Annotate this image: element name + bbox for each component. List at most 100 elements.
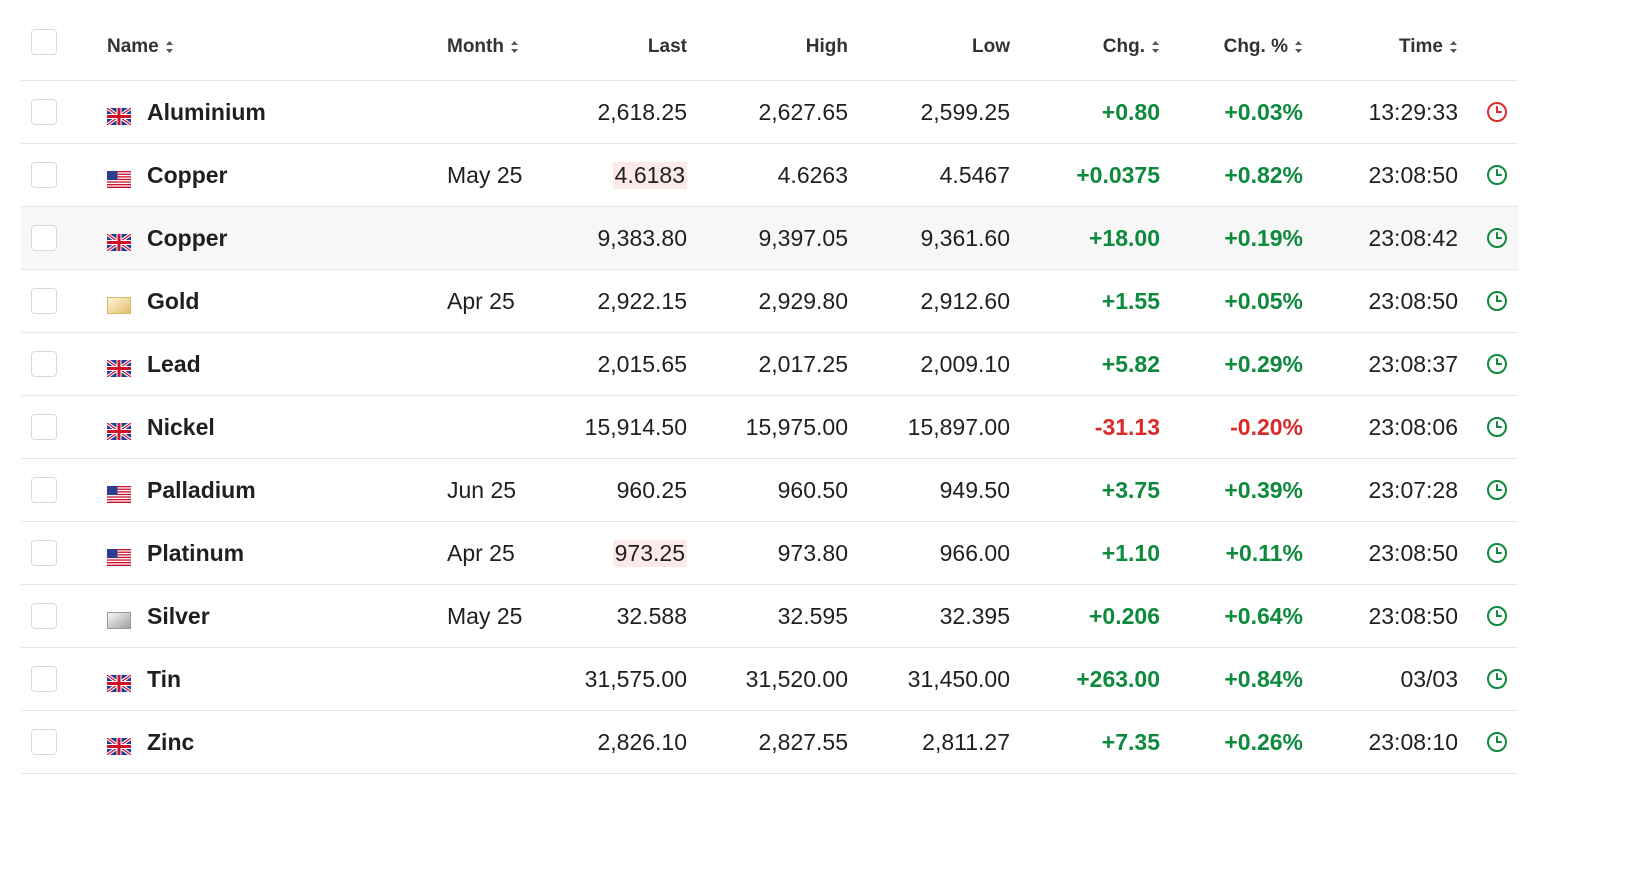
- instrument-name[interactable]: Nickel: [106, 396, 215, 458]
- instrument-name[interactable]: Silver: [107, 585, 210, 647]
- high-price: 2,017.25: [758, 350, 848, 377]
- uk-flag-icon: [106, 419, 132, 441]
- change-percent: +0.26%: [1224, 728, 1303, 755]
- uk-flag-icon: [106, 734, 132, 756]
- low-price: 15,897.00: [907, 413, 1010, 440]
- sort-by-change-header[interactable]: Chg.: [1021, 14, 1160, 80]
- market-closed-clock-icon: [1485, 81, 1509, 143]
- last-price-value: 2,922.15: [597, 287, 687, 314]
- last-update-time: 13:29:33: [1368, 98, 1458, 125]
- us-flag-icon: [107, 545, 131, 566]
- table-row[interactable]: Zinc 2,826.10 2,827.55 2,811.27 +7.35 +0.26% 2…: [21, 711, 1518, 774]
- change-percent: +0.82%: [1224, 161, 1303, 188]
- last-price: 9,383.80: [561, 207, 687, 269]
- row-checkbox[interactable]: [31, 477, 57, 503]
- last-price-value: 2,015.65: [597, 350, 687, 377]
- low-price: 4.5467: [939, 161, 1010, 188]
- table-row[interactable]: Palladium Jun 25 960.25 960.50 949.50 +3.75 +0…: [21, 459, 1518, 522]
- instrument-name-label: Gold: [147, 287, 200, 314]
- table-row[interactable]: Gold Apr 25 2,922.15 2,929.80 2,912.60 +1.55 +…: [21, 270, 1518, 333]
- last-price: 32.588: [561, 585, 687, 647]
- instrument-name-label: Aluminium: [147, 98, 266, 125]
- last-update-time: 03/03: [1400, 665, 1458, 692]
- change-value: +5.82: [1101, 350, 1160, 377]
- change-percent: +0.11%: [1225, 539, 1303, 566]
- market-open-clock-icon: [1485, 270, 1509, 332]
- last-price: 960.25: [561, 459, 687, 521]
- table-row[interactable]: Silver May 25 32.588 32.595 32.395 +0.206 +0.6…: [21, 585, 1518, 648]
- table-row[interactable]: Aluminium 2,618.25 2,627.65 2,599.25 +0.80 +0…: [21, 81, 1518, 144]
- uk-flag-icon: [106, 356, 132, 378]
- market-open-clock-icon: [1485, 144, 1509, 206]
- row-checkbox[interactable]: [31, 540, 57, 566]
- row-checkbox[interactable]: [31, 414, 57, 440]
- instrument-name-label: Silver: [147, 602, 210, 629]
- sort-by-time-header[interactable]: Time: [1321, 14, 1458, 80]
- change-value: +18.00: [1089, 224, 1160, 251]
- instrument-name-label: Nickel: [147, 413, 215, 440]
- instrument-name[interactable]: Platinum: [107, 522, 244, 584]
- last-price: 973.25: [561, 522, 687, 584]
- table-row[interactable]: Platinum Apr 25 973.25 973.80 966.00 +1.10 +0.…: [21, 522, 1518, 585]
- row-checkbox[interactable]: [31, 729, 57, 755]
- row-checkbox[interactable]: [31, 603, 57, 629]
- low-price: 2,811.27: [922, 728, 1010, 755]
- low-price: 32.395: [939, 602, 1010, 629]
- low-price: 966.00: [939, 539, 1010, 566]
- last-price: 31,575.00: [561, 648, 687, 710]
- instrument-name[interactable]: Tin: [106, 648, 181, 710]
- row-checkbox[interactable]: [31, 288, 57, 314]
- table-row[interactable]: Nickel 15,914.50 15,975.00 15,897.00 -31.13 -…: [21, 396, 1518, 459]
- last-price: 2,922.15: [561, 270, 687, 332]
- market-open-clock-icon: [1485, 396, 1509, 458]
- high-price: 2,929.80: [758, 287, 848, 314]
- instrument-name[interactable]: Aluminium: [106, 81, 266, 143]
- instrument-name[interactable]: Palladium: [107, 459, 256, 521]
- table-row[interactable]: Tin 31,575.00 31,520.00 31,450.00 +263.00 +0.…: [21, 648, 1518, 711]
- last-price-value: 9,383.80: [597, 224, 687, 251]
- low-price: 2,599.25: [920, 98, 1010, 125]
- sort-arrows-icon: [1294, 40, 1303, 54]
- sort-arrows-icon: [1449, 40, 1458, 54]
- change-value: +0.80: [1101, 98, 1160, 125]
- low-price: 2,912.60: [920, 287, 1010, 314]
- sort-arrows-icon: [1151, 40, 1160, 54]
- last-update-time: 23:08:50: [1368, 287, 1458, 314]
- instrument-name[interactable]: Lead: [106, 333, 201, 395]
- last-update-time: 23:08:37: [1368, 350, 1458, 377]
- row-checkbox[interactable]: [31, 351, 57, 377]
- high-price: 9,397.05: [758, 224, 848, 251]
- table-row[interactable]: Copper May 25 4.6183 4.6263 4.5467 +0.0375 +0.…: [21, 144, 1518, 207]
- row-checkbox[interactable]: [31, 666, 57, 692]
- table-row[interactable]: Lead 2,015.65 2,017.25 2,009.10 +5.82 +0.29% 2…: [21, 333, 1518, 396]
- last-update-time: 23:08:10: [1368, 728, 1458, 755]
- sort-by-change-percent-header[interactable]: Chg. %: [1171, 14, 1303, 80]
- instrument-name[interactable]: Copper: [107, 144, 228, 206]
- table-row[interactable]: Copper 9,383.80 9,397.05 9,361.60 +18.00 +0.1…: [21, 207, 1518, 270]
- change-percent: +0.84%: [1224, 665, 1303, 692]
- row-checkbox[interactable]: [31, 99, 57, 125]
- gold-square-icon: [107, 293, 131, 314]
- high-price: 960.50: [777, 476, 848, 503]
- row-checkbox[interactable]: [31, 225, 57, 251]
- sort-arrows-icon: [510, 40, 519, 54]
- contract-month: Jun 25: [447, 476, 517, 503]
- instrument-name-label: Lead: [147, 350, 201, 377]
- contract-month: Apr 25: [447, 287, 515, 314]
- instrument-name[interactable]: Zinc: [106, 711, 194, 773]
- row-checkbox[interactable]: [31, 162, 57, 188]
- low-price: 2,009.10: [920, 350, 1010, 377]
- change-percent: +0.05%: [1224, 287, 1303, 314]
- table-header: Name Month Last High Low Chg. Chg. % Tim…: [21, 14, 1518, 81]
- instrument-name[interactable]: Gold: [107, 270, 199, 332]
- instrument-name[interactable]: Copper: [106, 207, 228, 269]
- last-update-time: 23:08:50: [1368, 161, 1458, 188]
- market-open-clock-icon: [1485, 207, 1509, 269]
- sort-by-month-header[interactable]: Month: [447, 14, 519, 80]
- select-all-checkbox[interactable]: [31, 29, 57, 55]
- last-update-time: 23:08:06: [1368, 413, 1458, 440]
- market-open-clock-icon: [1485, 522, 1509, 584]
- last-price-value: 960.25: [616, 476, 687, 503]
- change-percent: +0.19%: [1224, 224, 1303, 251]
- sort-by-name-header[interactable]: Name: [107, 14, 174, 80]
